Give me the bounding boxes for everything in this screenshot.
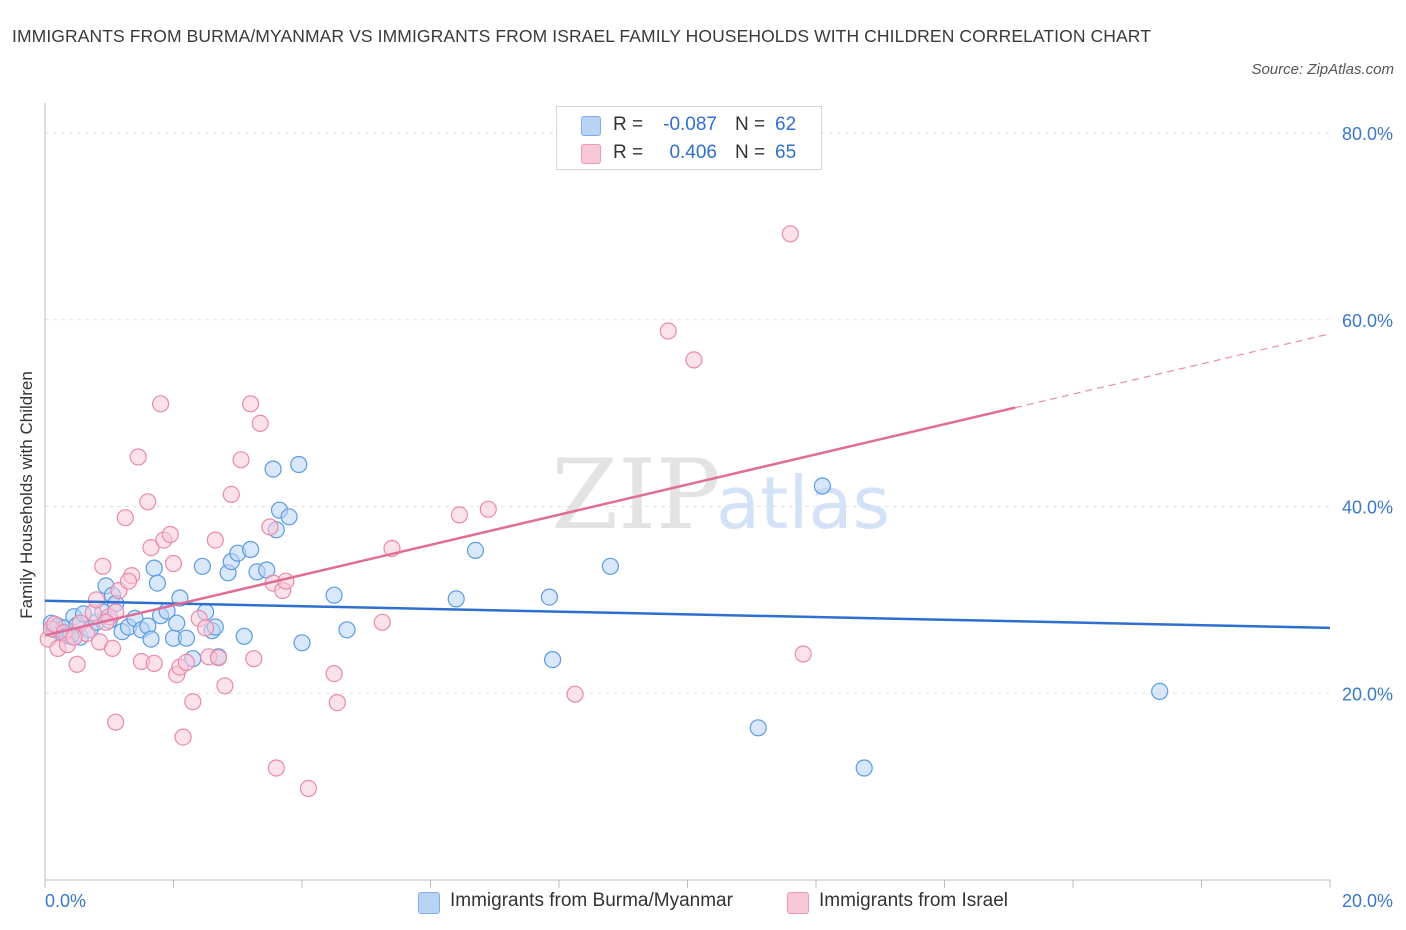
data-point-burma xyxy=(1151,682,1169,701)
watermark-atlas: atlas xyxy=(716,461,890,545)
data-point-burma xyxy=(325,586,343,604)
data-point-israel xyxy=(116,509,134,527)
data-point-burma xyxy=(148,574,166,592)
data-point-israel xyxy=(251,414,269,432)
data-point-israel xyxy=(299,779,317,798)
x-tick-label-min: 0.0% xyxy=(45,891,87,911)
data-point-israel xyxy=(184,693,202,711)
data-point-israel xyxy=(232,451,250,469)
trend-line-israel xyxy=(44,406,1016,637)
data-point-israel xyxy=(685,351,703,369)
n-label: N = xyxy=(735,142,766,163)
data-point-burma xyxy=(145,559,163,577)
data-point-burma xyxy=(193,557,211,575)
data-point-israel xyxy=(145,654,163,673)
legend-swatch-burma xyxy=(418,892,440,914)
r-value: 0.406 xyxy=(669,142,717,163)
data-point-burma xyxy=(290,455,308,474)
r-label: R = xyxy=(613,142,644,163)
legend-label-israel: Immigrants from Israel xyxy=(819,890,1008,911)
data-point-israel xyxy=(450,506,468,524)
data-point-israel xyxy=(129,448,147,466)
data-point-israel xyxy=(479,500,497,518)
n-value: 62 xyxy=(775,114,797,135)
n-label: N = xyxy=(735,114,766,135)
chart-title: IMMIGRANTS FROM BURMA/MYANMAR VS IMMIGRA… xyxy=(12,26,1152,46)
data-point-israel xyxy=(119,572,138,590)
data-point-israel xyxy=(325,664,343,683)
data-point-israel xyxy=(242,395,260,413)
trend-lines xyxy=(44,333,1331,637)
data-point-israel xyxy=(161,525,179,544)
y-tick-label: 60.0% xyxy=(1342,311,1393,331)
data-point-burma xyxy=(293,634,311,652)
data-point-burma xyxy=(447,590,465,608)
source-label: Source: ZipAtlas.com xyxy=(1251,61,1394,78)
y-tick-labels: 20.0% 40.0% 60.0% 80.0% xyxy=(1342,124,1393,704)
data-point-israel xyxy=(245,650,263,668)
data-point-israel xyxy=(87,591,106,609)
data-point-israel xyxy=(328,693,346,712)
data-point-israel xyxy=(216,677,234,695)
data-point-israel xyxy=(164,554,183,573)
data-point-burma xyxy=(235,627,253,645)
data-point-israel xyxy=(209,649,228,667)
data-point-burma xyxy=(280,508,298,526)
data-point-burma xyxy=(242,540,260,559)
legend-label-burma: Immigrants from Burma/Myanmar xyxy=(450,890,733,911)
data-points xyxy=(39,225,1169,798)
data-point-israel xyxy=(781,225,799,243)
watermark-zip: ZIP xyxy=(551,439,720,551)
data-point-israel xyxy=(94,557,112,575)
israel-swatch xyxy=(581,144,601,164)
watermark: ZIP atlas xyxy=(551,439,890,551)
r-label: R = xyxy=(613,114,644,135)
data-point-burma xyxy=(855,759,873,777)
data-point-israel xyxy=(373,613,391,631)
data-point-israel xyxy=(177,653,195,672)
data-point-israel xyxy=(197,619,215,637)
data-point-israel xyxy=(68,655,86,673)
n-value: 65 xyxy=(775,142,797,163)
x-tick-marks xyxy=(44,880,1331,888)
data-point-israel xyxy=(267,759,285,777)
trend-line-israel-extension xyxy=(1015,333,1331,409)
data-point-israel xyxy=(206,531,224,549)
data-point-burma xyxy=(177,629,195,647)
y-axis-label: Family Households with Children xyxy=(17,371,36,619)
data-point-burma xyxy=(749,719,767,737)
y-tick-label: 20.0% xyxy=(1342,684,1393,704)
data-point-burma xyxy=(264,460,282,478)
data-point-israel xyxy=(142,538,160,557)
data-point-burma xyxy=(168,614,186,632)
y-tick-label: 40.0% xyxy=(1342,498,1393,518)
data-point-israel xyxy=(139,493,157,511)
data-point-israel xyxy=(174,728,192,746)
data-point-israel xyxy=(261,518,279,536)
data-point-israel xyxy=(794,645,812,663)
x-tick-label-max: 20.0% xyxy=(1341,891,1393,911)
data-point-israel xyxy=(659,322,677,340)
data-point-burma xyxy=(142,630,160,648)
legend-swatch-israel xyxy=(787,892,809,914)
data-point-israel xyxy=(222,485,240,503)
data-point-burma xyxy=(601,557,620,575)
data-point-israel xyxy=(566,685,584,703)
data-point-israel xyxy=(103,639,122,658)
data-point-burma xyxy=(543,650,562,669)
data-point-israel xyxy=(152,395,170,413)
data-point-israel xyxy=(65,628,83,646)
burma-swatch xyxy=(581,116,601,136)
data-point-burma xyxy=(338,621,356,639)
grid-lines xyxy=(45,132,1330,694)
stats-legend-box: R = -0.087 N = 62 R = 0.406 N = 65 xyxy=(556,106,822,170)
r-value: -0.087 xyxy=(663,114,717,135)
data-point-burma xyxy=(466,541,485,560)
y-tick-label: 80.0% xyxy=(1342,124,1393,144)
data-point-burma xyxy=(813,477,832,495)
data-point-israel xyxy=(107,713,125,731)
trend-line-burma xyxy=(44,599,1331,630)
data-point-burma xyxy=(540,588,559,606)
